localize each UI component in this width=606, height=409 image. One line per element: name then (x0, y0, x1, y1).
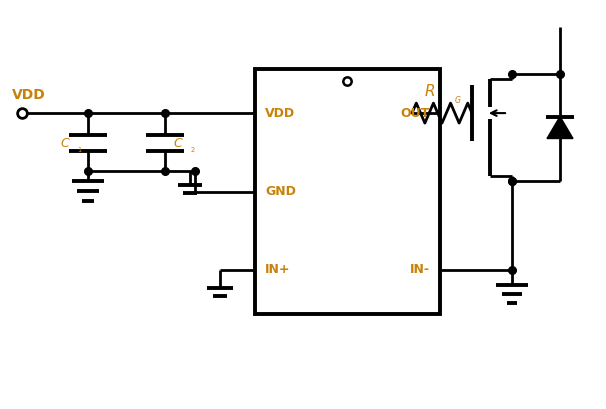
Text: $R$: $R$ (424, 83, 436, 99)
Text: IN+: IN+ (265, 263, 290, 276)
Text: OUT: OUT (401, 107, 430, 119)
Polygon shape (547, 117, 573, 139)
Bar (255, 69, 440, 314)
Text: VDD: VDD (265, 107, 295, 119)
Text: $C$: $C$ (60, 137, 71, 150)
Text: GND: GND (265, 185, 296, 198)
Text: $C$: $C$ (173, 137, 184, 150)
Text: IN-: IN- (410, 263, 430, 276)
Text: $_2$: $_2$ (190, 145, 196, 155)
Text: VDD: VDD (12, 88, 45, 102)
Text: $_1$: $_1$ (77, 145, 82, 155)
Text: $_G$: $_G$ (454, 95, 462, 107)
